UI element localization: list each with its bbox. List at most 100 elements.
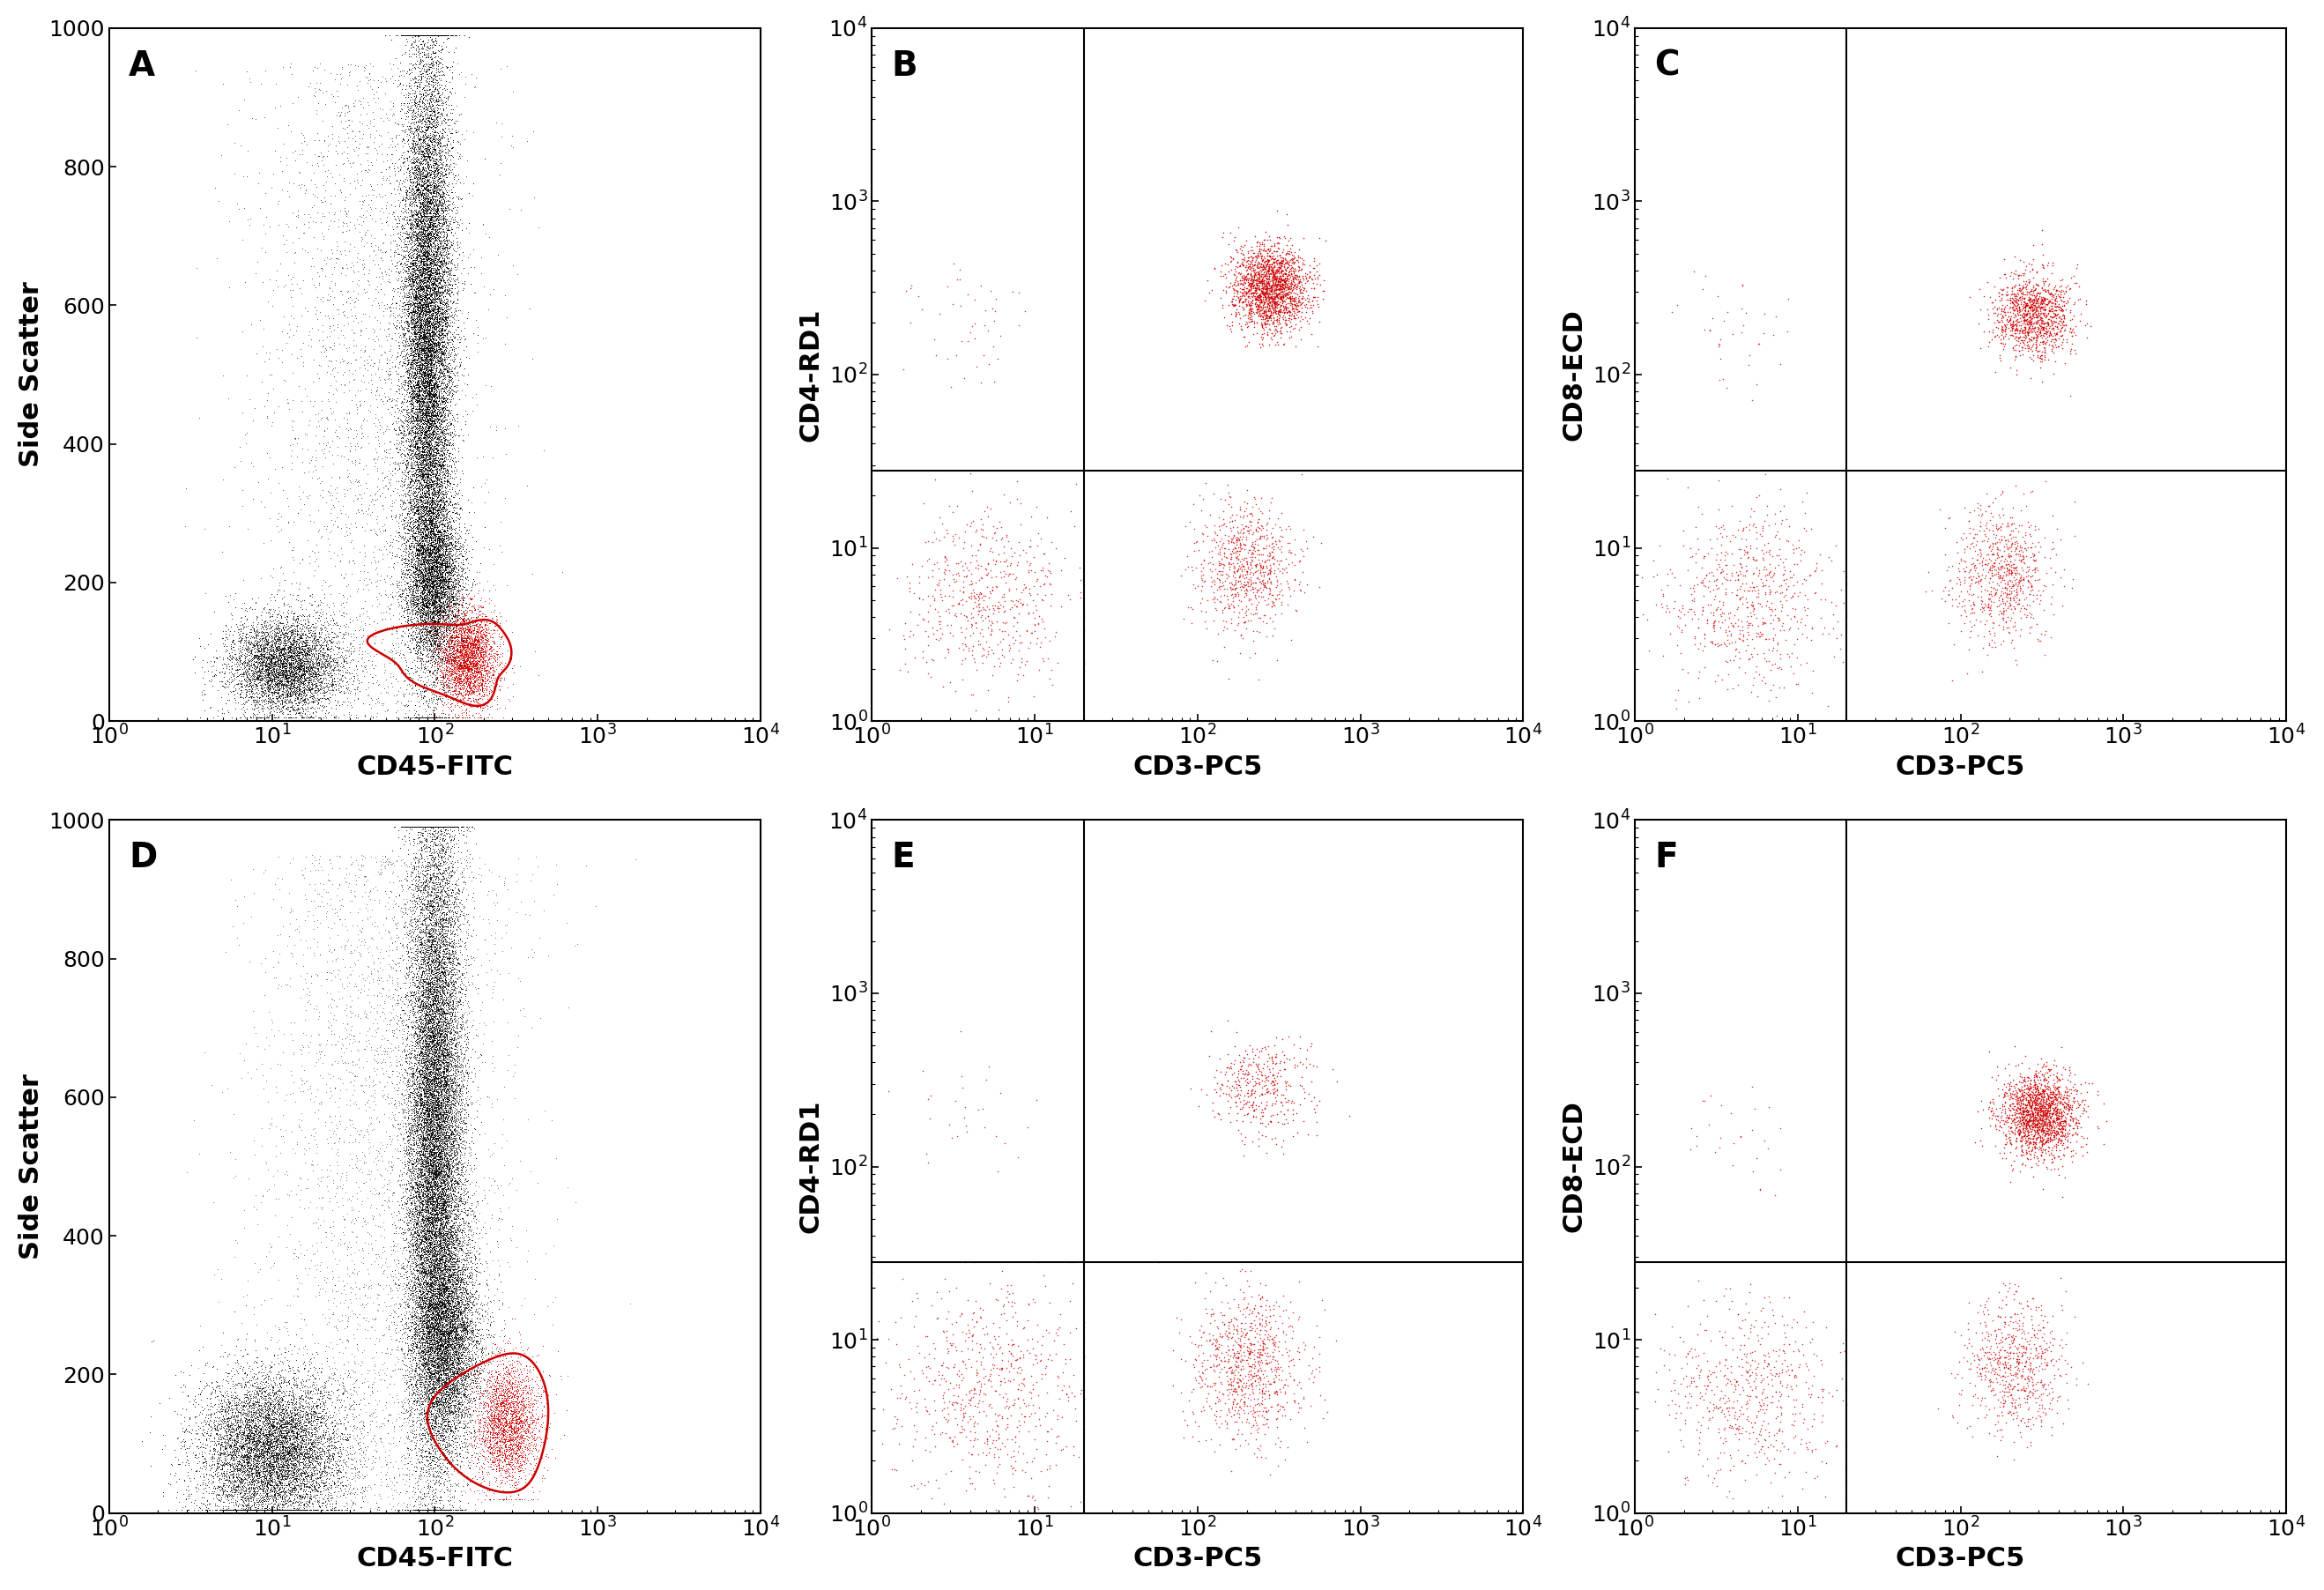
Point bbox=[423, 975, 460, 1000]
Point bbox=[281, 619, 318, 644]
Point bbox=[414, 1164, 451, 1189]
Point bbox=[411, 45, 449, 70]
Point bbox=[407, 30, 444, 56]
Point bbox=[428, 541, 465, 566]
Point bbox=[416, 617, 453, 642]
Point bbox=[402, 461, 439, 487]
Point bbox=[409, 905, 446, 930]
Point bbox=[421, 1231, 458, 1256]
Point bbox=[411, 280, 449, 305]
Point bbox=[395, 248, 432, 273]
Point bbox=[414, 1148, 451, 1173]
Point bbox=[218, 1456, 256, 1482]
Point bbox=[400, 1078, 437, 1103]
Point bbox=[432, 1000, 469, 1026]
Point bbox=[462, 1458, 500, 1483]
Point bbox=[404, 949, 442, 975]
Point bbox=[1250, 1321, 1287, 1347]
Point bbox=[191, 1402, 228, 1428]
Point bbox=[437, 119, 474, 145]
Point bbox=[246, 623, 284, 649]
Point bbox=[179, 1436, 216, 1461]
Point bbox=[423, 1053, 460, 1078]
Point bbox=[414, 1212, 451, 1237]
Point bbox=[404, 1054, 442, 1080]
Point bbox=[395, 1496, 432, 1522]
Point bbox=[239, 1479, 277, 1504]
Point bbox=[414, 213, 451, 238]
Point bbox=[421, 461, 458, 487]
Point bbox=[239, 1426, 277, 1452]
Point bbox=[432, 531, 469, 556]
Point bbox=[244, 1401, 281, 1426]
Point bbox=[411, 396, 449, 421]
Point bbox=[297, 1445, 335, 1471]
Point bbox=[1992, 1080, 2029, 1105]
Point bbox=[1225, 561, 1262, 587]
Point bbox=[309, 647, 346, 673]
Point bbox=[425, 1067, 462, 1092]
Point bbox=[414, 612, 451, 638]
Point bbox=[228, 1461, 265, 1487]
Point bbox=[421, 1280, 458, 1305]
Point bbox=[500, 1391, 537, 1417]
Point bbox=[432, 560, 469, 585]
Point bbox=[425, 1135, 462, 1161]
Point bbox=[425, 1234, 462, 1259]
Point bbox=[304, 1431, 342, 1456]
Point bbox=[462, 1461, 500, 1487]
Point bbox=[290, 1429, 328, 1455]
Point bbox=[400, 1103, 437, 1129]
Point bbox=[1248, 1080, 1285, 1105]
Point bbox=[321, 1434, 358, 1460]
Point bbox=[270, 628, 307, 653]
Point bbox=[242, 1417, 279, 1442]
Point bbox=[367, 1177, 404, 1202]
Point bbox=[397, 458, 435, 483]
Point bbox=[409, 1261, 446, 1286]
Point bbox=[423, 183, 460, 208]
Point bbox=[416, 879, 453, 905]
Point bbox=[425, 1043, 462, 1068]
Point bbox=[395, 363, 432, 388]
Point bbox=[446, 275, 483, 301]
Point bbox=[179, 1391, 216, 1417]
Point bbox=[388, 417, 425, 442]
Point bbox=[1715, 1130, 1752, 1156]
Point bbox=[395, 345, 432, 370]
Point bbox=[270, 1418, 307, 1444]
Point bbox=[428, 1401, 465, 1426]
Point bbox=[407, 355, 444, 380]
Point bbox=[404, 382, 442, 407]
Point bbox=[404, 1226, 442, 1251]
Point bbox=[418, 1018, 456, 1043]
Point bbox=[430, 1487, 467, 1512]
Point bbox=[423, 867, 460, 892]
Point bbox=[402, 157, 439, 183]
Point bbox=[430, 328, 467, 353]
Point bbox=[1253, 246, 1290, 272]
Point bbox=[1220, 1401, 1257, 1426]
Point bbox=[393, 1310, 430, 1336]
Point bbox=[177, 1409, 214, 1434]
Point bbox=[397, 1172, 435, 1197]
Point bbox=[404, 515, 442, 541]
Point bbox=[249, 1480, 286, 1506]
Point bbox=[423, 1439, 460, 1464]
Point bbox=[1987, 552, 2024, 577]
Point bbox=[411, 541, 449, 566]
Point bbox=[946, 563, 983, 588]
Point bbox=[228, 1463, 265, 1488]
Point bbox=[428, 1162, 465, 1188]
Point bbox=[281, 1165, 318, 1191]
Point bbox=[1938, 564, 1975, 590]
Point bbox=[411, 537, 449, 563]
Point bbox=[428, 1331, 465, 1356]
Point bbox=[518, 1390, 555, 1415]
Point bbox=[435, 1135, 472, 1161]
Point bbox=[272, 612, 309, 638]
Point bbox=[467, 515, 504, 541]
Point bbox=[2010, 1107, 2047, 1132]
Point bbox=[272, 642, 309, 668]
Point bbox=[423, 339, 460, 364]
